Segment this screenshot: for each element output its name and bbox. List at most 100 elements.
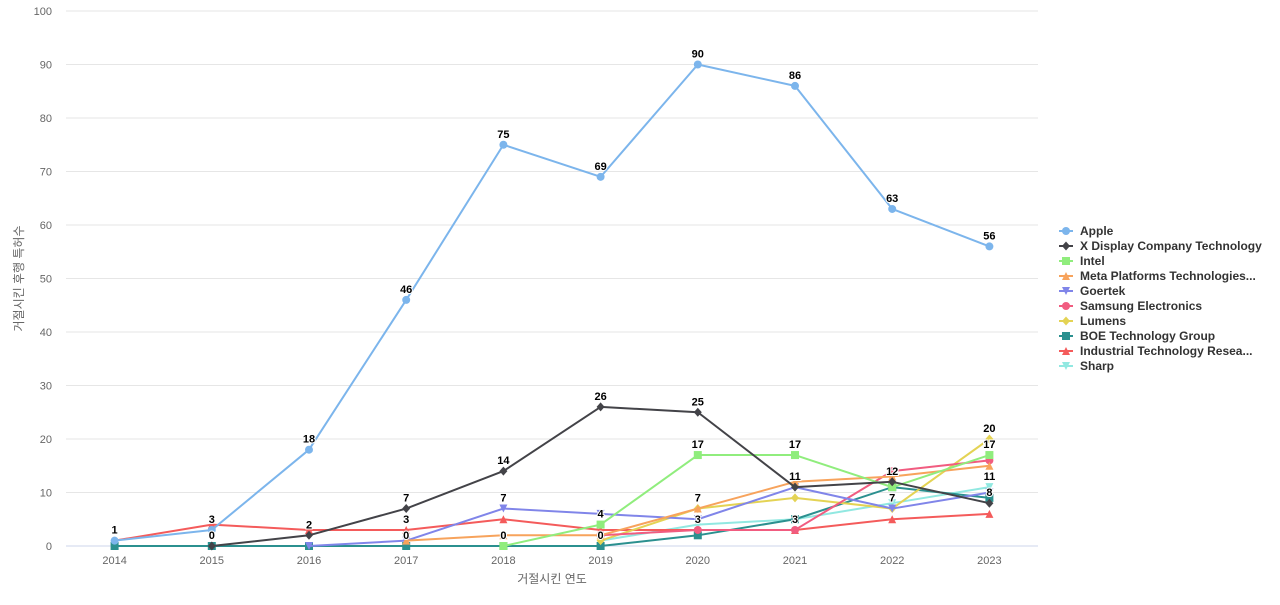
legend-label[interactable]: X Display Company Technology	[1080, 239, 1262, 253]
data-point	[499, 140, 508, 149]
legend-label[interactable]: Intel	[1080, 254, 1105, 268]
data-point	[499, 515, 508, 524]
legend-item[interactable]: Samsung Electronics	[1059, 299, 1202, 313]
legend-item[interactable]: Goertek	[1059, 284, 1126, 298]
data-label: 0	[403, 530, 409, 542]
data-point	[499, 466, 508, 476]
data-label: 8	[986, 487, 992, 499]
data-label: 1	[112, 525, 118, 537]
legend-marker	[1062, 272, 1070, 280]
data-label: 11	[789, 471, 801, 483]
data-label: 3	[403, 514, 409, 526]
data-label: 14	[497, 455, 510, 467]
legend-item[interactable]: Lumens	[1059, 314, 1126, 328]
legend-label[interactable]: BOE Technology Group	[1080, 329, 1215, 343]
data-point	[596, 520, 605, 529]
data-point	[888, 483, 897, 492]
data-point	[888, 504, 897, 513]
data-point	[110, 542, 119, 550]
y-tick-label: 40	[40, 327, 52, 339]
data-point	[888, 467, 897, 476]
y-tick-label: 60	[40, 220, 52, 232]
legend-item[interactable]: Intel	[1059, 254, 1105, 268]
x-tick-label: 2017	[394, 555, 418, 567]
data-point	[791, 81, 799, 90]
series-boe-technology-group	[110, 483, 994, 550]
legend-item[interactable]: X Display Company Technology	[1059, 239, 1262, 253]
data-label: 0	[598, 530, 604, 542]
series-intel	[499, 451, 994, 550]
legend-label[interactable]: Lumens	[1080, 314, 1126, 328]
legend-marker	[1062, 362, 1070, 370]
data-point	[207, 541, 216, 551]
data-label: 3	[695, 514, 701, 526]
axes: 거절시킨 연도 거절시킨 후행 특허수 01020304050607080901…	[11, 6, 1002, 586]
data-point	[888, 204, 897, 213]
data-labels: 1 3 0 18 2 46 7 3 0 75 14 7 0 69 26 4 0 90 25 17 7 3 86 17 11 3 63…	[111, 48, 997, 544]
data-point	[791, 451, 799, 460]
data-label: 69	[594, 161, 606, 173]
x-tick-label: 2015	[200, 555, 224, 567]
data-point	[402, 536, 411, 545]
legend-label[interactable]: Apple	[1080, 224, 1114, 238]
legend-marker	[1062, 302, 1070, 310]
legend-label[interactable]: Industrial Technology Resea...	[1080, 344, 1252, 358]
data-point	[402, 542, 411, 550]
legend-marker	[1062, 316, 1070, 326]
data-point	[305, 445, 313, 454]
data-label: 63	[886, 193, 898, 205]
data-point	[110, 536, 119, 545]
data-point	[305, 530, 313, 540]
data-label: 3	[792, 514, 798, 526]
legend-marker	[1062, 257, 1070, 265]
y-tick-label: 100	[34, 6, 52, 18]
legend-label[interactable]: Sharp	[1080, 359, 1114, 373]
data-point	[888, 472, 897, 481]
data-label: 0	[500, 530, 506, 542]
data-point	[693, 525, 702, 534]
data-label: 7	[889, 493, 895, 505]
data-label: 7	[403, 493, 409, 505]
series-meta-platforms-technologies	[402, 461, 994, 545]
legend-label[interactable]: Goertek	[1080, 284, 1126, 298]
x-axis-title: 거절시킨 연도	[517, 572, 587, 586]
data-point	[305, 525, 313, 534]
data-point	[693, 515, 702, 524]
data-point	[693, 520, 702, 529]
data-point	[596, 509, 605, 518]
legend-item[interactable]: Industrial Technology Resea...	[1059, 344, 1252, 358]
y-tick-label: 50	[40, 274, 52, 286]
data-label: 2	[306, 519, 312, 531]
data-point	[791, 477, 799, 486]
data-label: 46	[400, 284, 412, 296]
y-tick-label: 10	[40, 488, 52, 500]
data-label: 4	[598, 509, 605, 521]
series-x-display-company-technology	[207, 402, 994, 551]
legend-item[interactable]: Sharp	[1059, 359, 1114, 373]
legend-marker	[1062, 227, 1070, 235]
data-point	[791, 525, 799, 534]
y-tick-label: 70	[40, 167, 52, 179]
legend-item[interactable]: Meta Platforms Technologies...	[1059, 269, 1256, 283]
legend-item[interactable]: Apple	[1059, 224, 1114, 238]
data-label: 90	[692, 49, 704, 61]
y-tick-label: 90	[40, 60, 52, 72]
y-tick-label: 30	[40, 381, 52, 393]
data-label: 17	[983, 439, 995, 451]
legend-item[interactable]: BOE Technology Group	[1059, 329, 1215, 343]
legend-marker	[1062, 287, 1070, 295]
data-label: 0	[209, 530, 215, 542]
data-point	[693, 531, 702, 540]
y-tick-label: 20	[40, 434, 52, 446]
data-label: 20	[983, 423, 995, 435]
legend-label[interactable]: Samsung Electronics	[1080, 299, 1202, 313]
x-tick-label: 2018	[491, 555, 515, 567]
data-point	[693, 451, 702, 460]
legend-marker	[1062, 241, 1070, 251]
legend-label[interactable]: Meta Platforms Technologies...	[1080, 269, 1256, 283]
series-line	[308, 486, 990, 547]
x-tick-label: 2020	[686, 555, 710, 567]
data-point	[888, 477, 897, 487]
data-point	[985, 509, 994, 518]
data-point	[596, 402, 605, 412]
